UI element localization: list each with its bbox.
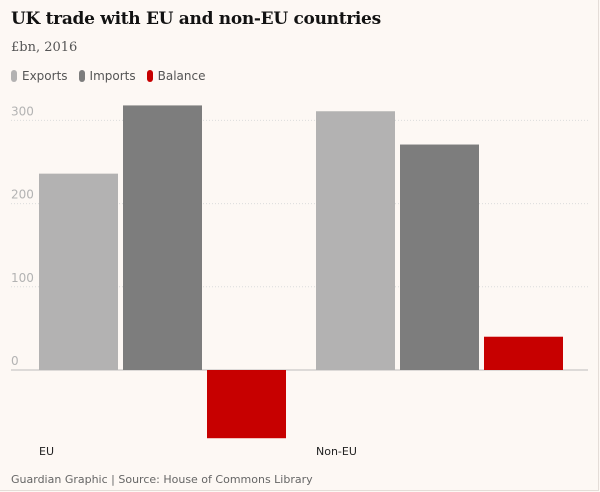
chart-title: UK trade with EU and non-EU countries: [11, 9, 381, 29]
bar-imports-eu: [123, 105, 202, 370]
y-tick-label-100: 100: [11, 271, 34, 285]
category-label-non-eu: Non-EU: [316, 445, 357, 458]
bar-balance-eu: [207, 370, 286, 439]
legend-item-imports: Imports: [78, 69, 136, 83]
legend-label-exports: Exports: [22, 69, 68, 83]
legend-swatch-exports: [11, 70, 17, 82]
legend-swatch-imports: [78, 70, 85, 82]
legend-label-balance: Balance: [157, 69, 206, 83]
bar-exports-non-eu: [316, 111, 395, 371]
chart-subtitle: £bn, 2016: [11, 40, 78, 55]
legend-item-balance: Balance: [146, 69, 206, 83]
bar-imports-non-eu: [400, 144, 479, 370]
legend-item-exports: Exports: [11, 69, 68, 83]
category-label-eu: EU: [39, 445, 54, 458]
legend-swatch-balance: [146, 70, 153, 82]
bar-exports-eu: [39, 173, 118, 370]
bar-balance-non-eu: [484, 336, 563, 370]
y-tick-label-0: 0: [11, 354, 19, 368]
legend-label-imports: Imports: [89, 69, 136, 83]
y-tick-label-200: 200: [11, 188, 34, 202]
y-tick-label-300: 300: [11, 104, 34, 118]
legend: Exports Imports Balance: [11, 69, 216, 83]
chart-source: Guardian Graphic | Source: House of Comm…: [11, 473, 313, 486]
